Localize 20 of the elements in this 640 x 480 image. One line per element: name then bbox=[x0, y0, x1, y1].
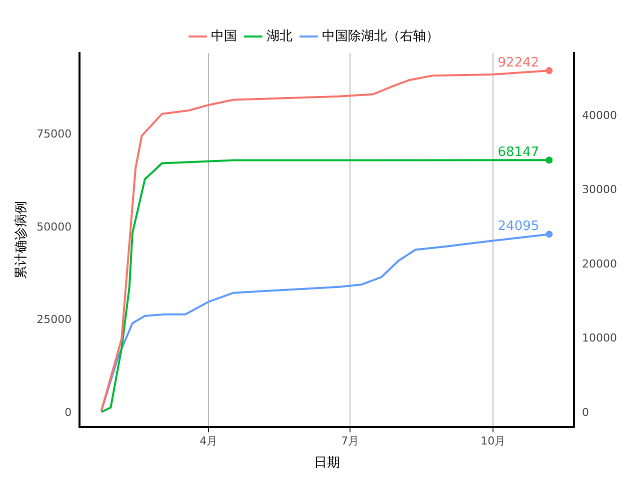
y-tick-label: 25000 bbox=[36, 313, 72, 326]
x-tick-label: 7月 bbox=[341, 434, 360, 448]
y-tick-label: 50000 bbox=[36, 220, 72, 234]
legend-label: 中国 bbox=[210, 28, 237, 44]
y-tick-label: 75000 bbox=[36, 128, 72, 141]
legend-label: 湖北 bbox=[266, 28, 292, 44]
data-label: 24095 bbox=[498, 219, 540, 234]
y2-tick-label: 20000 bbox=[582, 257, 618, 270]
x-tick-label: 10月 bbox=[480, 434, 506, 448]
y2-tick-label: 40000 bbox=[582, 108, 618, 122]
x-tick-label: 4月 bbox=[200, 434, 218, 448]
data-label: 68147 bbox=[498, 144, 540, 160]
y-axis-title: 累计确诊病例 bbox=[14, 201, 30, 280]
y-tick-label: 0 bbox=[64, 406, 72, 419]
data-label: 92242 bbox=[498, 56, 540, 71]
legend-label: 中国除湖北（右轴） bbox=[322, 28, 439, 44]
y2-tick-label: 0 bbox=[582, 406, 590, 419]
x-axis-title: 日期 bbox=[314, 456, 340, 471]
y2-tick-label: 10000 bbox=[582, 332, 618, 345]
y2-tick-label: 30000 bbox=[582, 183, 618, 196]
